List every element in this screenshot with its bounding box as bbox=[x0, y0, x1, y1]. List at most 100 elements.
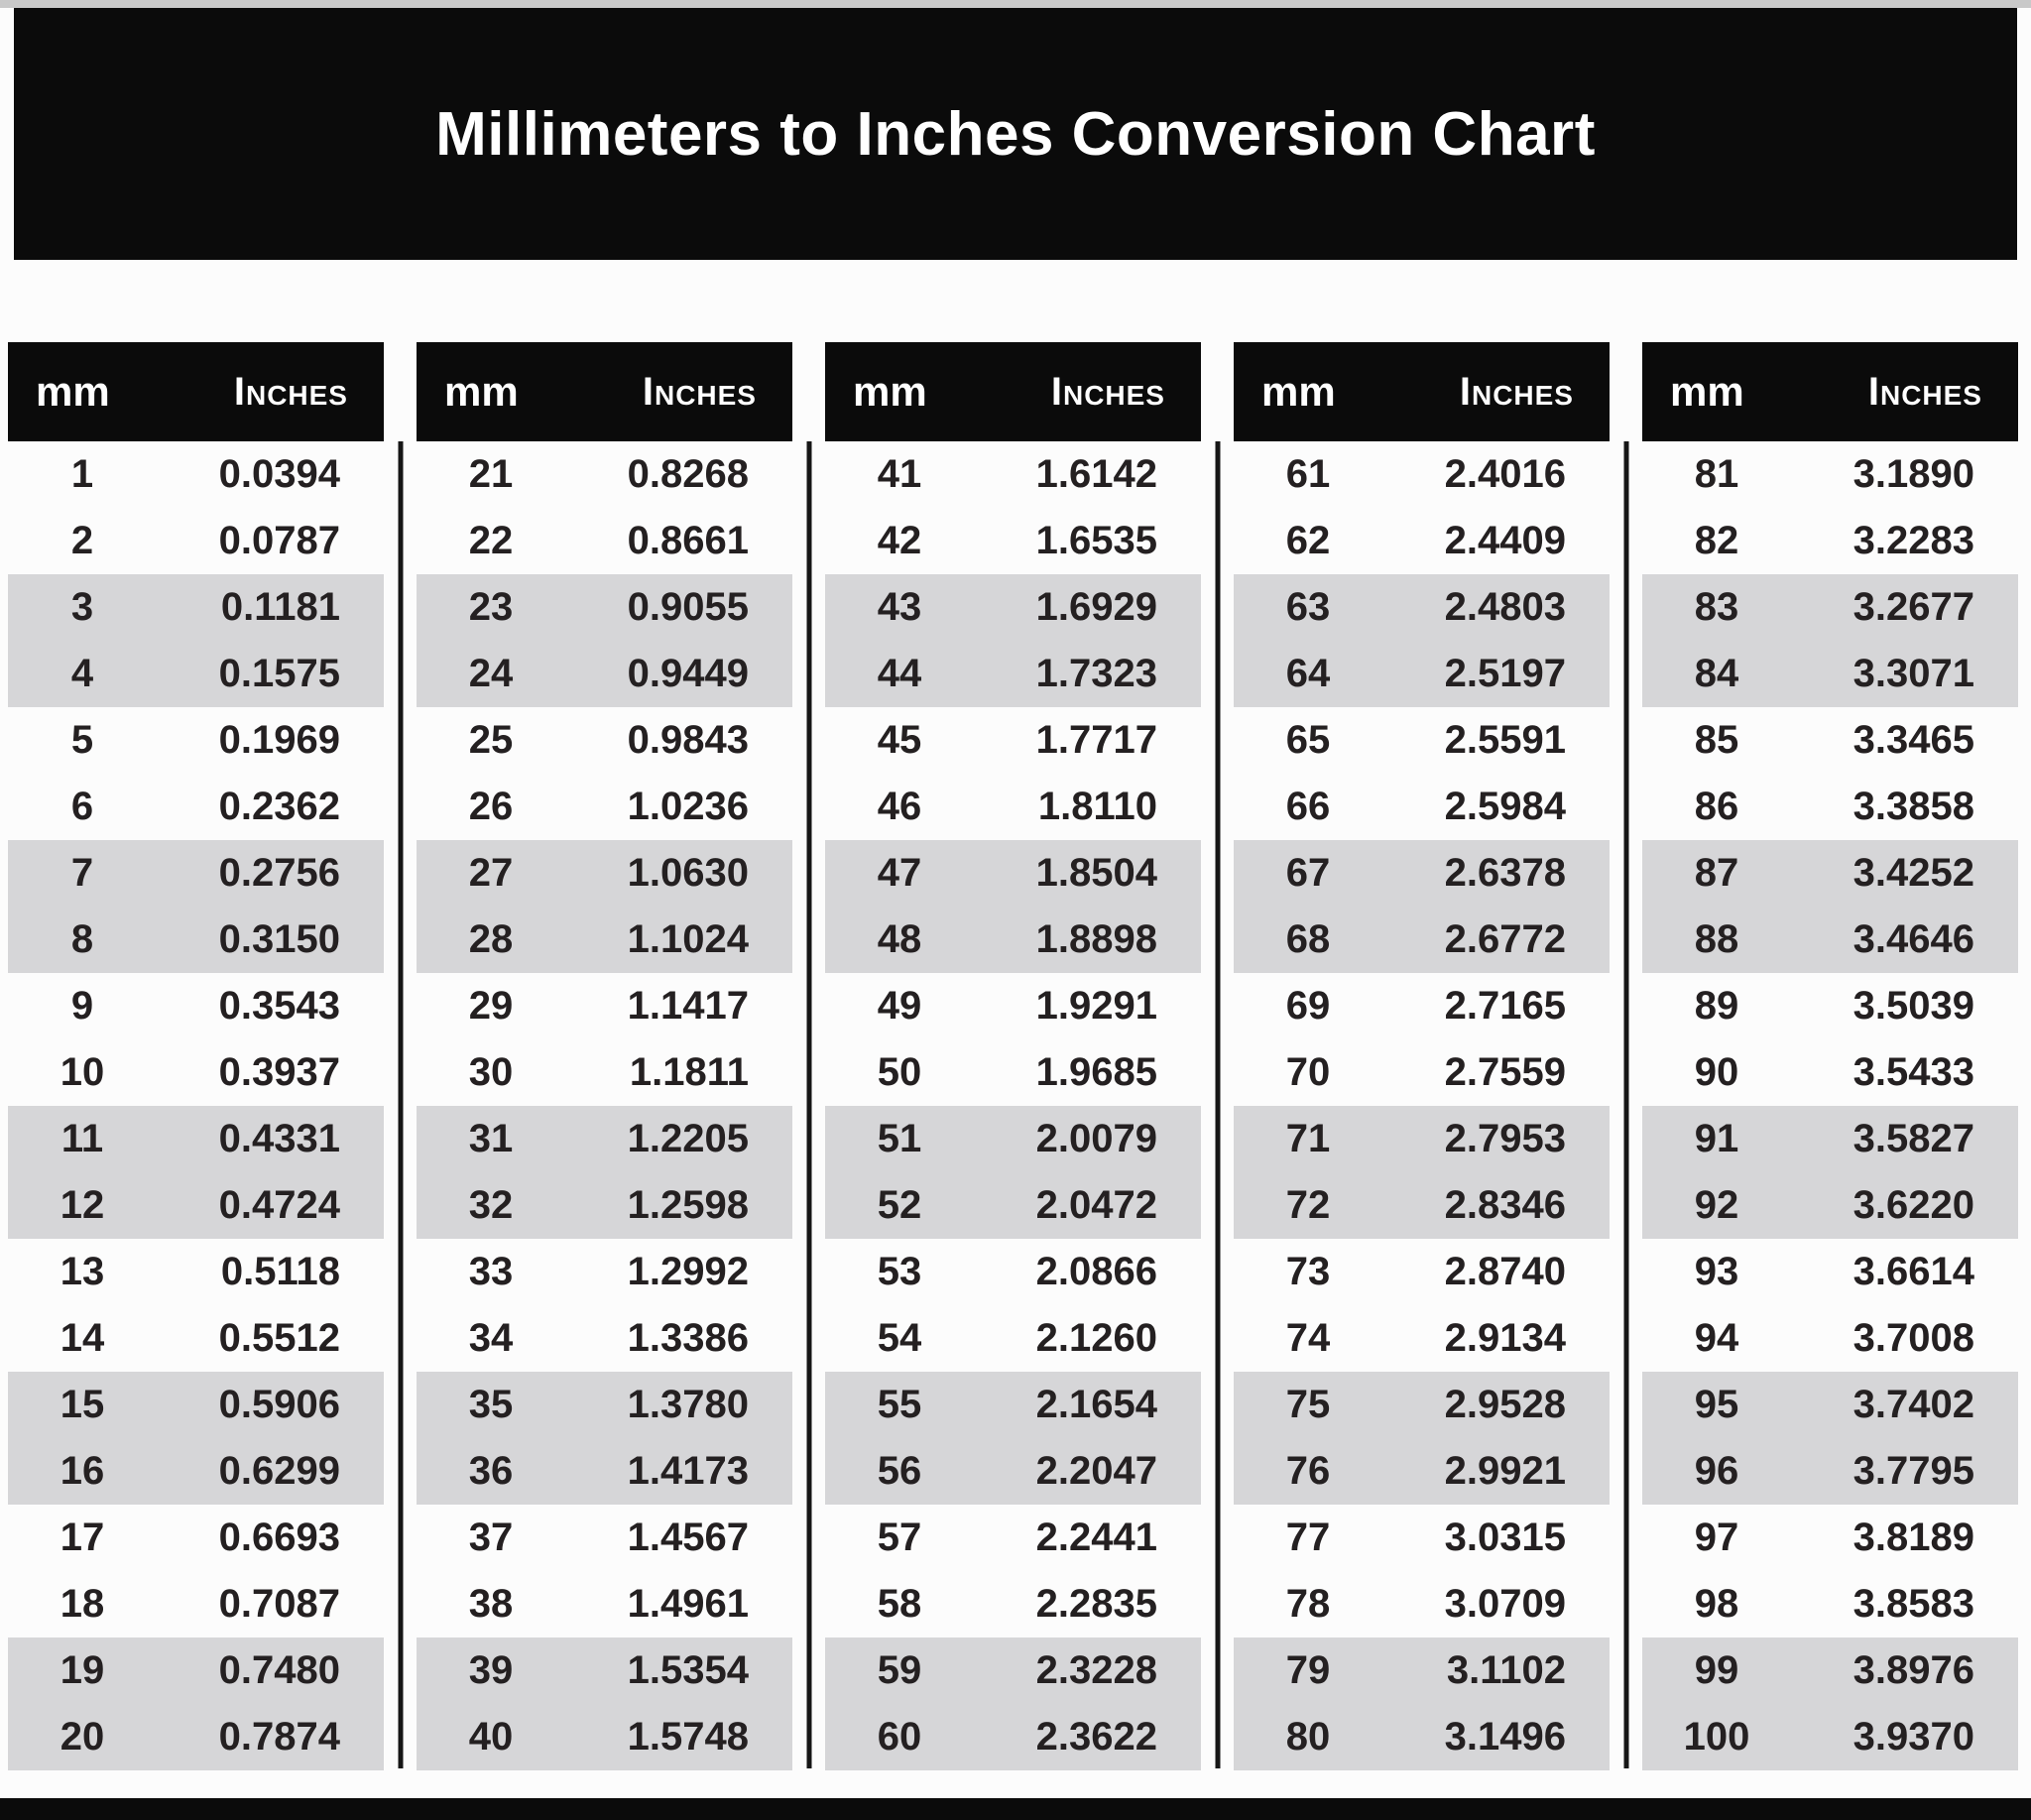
table-row: 57 2.2441 bbox=[825, 1505, 1201, 1571]
mm-value: 46 bbox=[877, 785, 922, 828]
inches-value: 1.4961 bbox=[627, 1582, 749, 1626]
table-row: 96 3.7795 bbox=[1642, 1438, 2018, 1505]
inches-value: 2.6772 bbox=[1444, 917, 1566, 961]
column-group-21-40: mm Inches 21 0.8268 22 0.8661 23 0.9055 24 0.9449… bbox=[417, 342, 792, 1770]
mm-value: 14 bbox=[60, 1316, 105, 1360]
mm-header-label: mm bbox=[1261, 368, 1336, 415]
inches-value: 0.4724 bbox=[218, 1183, 340, 1227]
mm-value: 82 bbox=[1694, 519, 1739, 562]
mm-value: 1 bbox=[70, 452, 94, 496]
table-row: 42 1.6535 bbox=[825, 508, 1201, 574]
table-row: 6 0.2362 bbox=[8, 774, 384, 840]
inches-value: 1.6929 bbox=[1035, 585, 1157, 629]
table-row: 48 1.8898 bbox=[825, 907, 1201, 973]
mm-value: 92 bbox=[1694, 1183, 1739, 1227]
inches-value: 0.1181 bbox=[220, 585, 340, 629]
table-row: 46 1.8110 bbox=[825, 774, 1201, 840]
inches-value: 3.7795 bbox=[1852, 1449, 1974, 1493]
inches-value: 0.0787 bbox=[218, 519, 340, 562]
mm-value: 34 bbox=[468, 1316, 514, 1360]
inches-value: 3.5827 bbox=[1852, 1117, 1974, 1160]
inches-value: 2.9921 bbox=[1444, 1449, 1566, 1493]
mm-value: 58 bbox=[877, 1582, 922, 1626]
table-row: 2 0.0787 bbox=[8, 508, 384, 574]
inches-value: 1.5748 bbox=[627, 1715, 749, 1759]
table-row: 47 1.8504 bbox=[825, 840, 1201, 907]
inches-value: 1.3780 bbox=[627, 1383, 749, 1426]
inches-value: 0.7480 bbox=[218, 1648, 340, 1692]
mm-value: 2 bbox=[70, 519, 94, 562]
table-row: 82 3.2283 bbox=[1642, 508, 2018, 574]
inches-value: 0.9055 bbox=[627, 585, 749, 629]
mm-value: 80 bbox=[1285, 1715, 1331, 1759]
table-row: 28 1.1024 bbox=[417, 907, 792, 973]
page-title: Millimeters to Inches Conversion Chart bbox=[435, 99, 1596, 169]
table-row: 83 3.2677 bbox=[1642, 574, 2018, 641]
table-row: 1 0.0394 bbox=[8, 441, 384, 508]
inches-value: 3.3071 bbox=[1852, 652, 1974, 695]
mm-value: 66 bbox=[1285, 785, 1331, 828]
table-row: 86 3.3858 bbox=[1642, 774, 2018, 840]
inches-value: 2.8740 bbox=[1444, 1250, 1566, 1293]
table-row: 100 3.9370 bbox=[1642, 1704, 2018, 1770]
title-banner: Millimeters to Inches Conversion Chart bbox=[14, 8, 2017, 260]
table-row: 92 3.6220 bbox=[1642, 1172, 2018, 1239]
mm-value: 29 bbox=[468, 984, 514, 1028]
mm-value: 70 bbox=[1285, 1050, 1331, 1094]
table-row: 62 2.4409 bbox=[1234, 508, 1610, 574]
inches-value: 2.5591 bbox=[1444, 718, 1566, 762]
table-row: 22 0.8661 bbox=[417, 508, 792, 574]
table-row: 9 0.3543 bbox=[8, 973, 384, 1039]
inches-value: 1.8898 bbox=[1035, 917, 1157, 961]
inches-value: 0.6299 bbox=[218, 1449, 340, 1493]
table-row: 3 0.1181 bbox=[8, 574, 384, 641]
inches-header-label: Inches bbox=[1867, 369, 1982, 414]
mm-value: 52 bbox=[877, 1183, 922, 1227]
mm-value: 91 bbox=[1694, 1117, 1739, 1160]
inches-value: 3.6220 bbox=[1852, 1183, 1974, 1227]
mm-value: 17 bbox=[60, 1516, 105, 1559]
inches-value: 2.2047 bbox=[1035, 1449, 1157, 1493]
mm-value: 64 bbox=[1285, 652, 1331, 695]
mm-value: 21 bbox=[468, 452, 514, 496]
inches-value: 3.3465 bbox=[1852, 718, 1974, 762]
table-row: 52 2.0472 bbox=[825, 1172, 1201, 1239]
inches-value: 1.6142 bbox=[1035, 452, 1157, 496]
inches-value: 3.9370 bbox=[1852, 1715, 1974, 1759]
table-row: 26 1.0236 bbox=[417, 774, 792, 840]
mm-value: 75 bbox=[1285, 1383, 1331, 1426]
inches-value: 0.9843 bbox=[627, 718, 749, 762]
table-row: 93 3.6614 bbox=[1642, 1239, 2018, 1305]
mm-value: 87 bbox=[1694, 851, 1739, 895]
mm-value: 7 bbox=[70, 851, 94, 895]
inches-value: 0.3937 bbox=[218, 1050, 340, 1094]
inches-header-label: Inches bbox=[642, 369, 757, 414]
inches-value: 1.1811 bbox=[629, 1050, 749, 1094]
inches-value: 3.1102 bbox=[1446, 1648, 1566, 1692]
inches-value: 0.2756 bbox=[218, 851, 340, 895]
table-row: 5 0.1969 bbox=[8, 707, 384, 774]
table-row: 34 1.3386 bbox=[417, 1305, 792, 1372]
column-group-1-20: mm Inches 1 0.0394 2 0.0787 3 0.1181 4 0.1575 5 0.1… bbox=[8, 342, 384, 1770]
table-row: 76 2.9921 bbox=[1234, 1438, 1610, 1505]
mm-value: 99 bbox=[1694, 1648, 1739, 1692]
column-divider bbox=[806, 441, 811, 1768]
table-row: 30 1.1811 bbox=[417, 1039, 792, 1106]
mm-value: 50 bbox=[877, 1050, 922, 1094]
inches-value: 3.6614 bbox=[1852, 1250, 1974, 1293]
table-row: 97 3.8189 bbox=[1642, 1505, 2018, 1571]
mm-value: 16 bbox=[60, 1449, 105, 1493]
inches-value: 1.5354 bbox=[627, 1648, 749, 1692]
mm-value: 83 bbox=[1694, 585, 1739, 629]
column-header: mm Inches bbox=[1234, 342, 1610, 441]
inches-value: 2.4803 bbox=[1444, 585, 1566, 629]
table-row: 19 0.7480 bbox=[8, 1638, 384, 1704]
inches-value: 3.4252 bbox=[1852, 851, 1974, 895]
table-row: 95 3.7402 bbox=[1642, 1372, 2018, 1438]
table-row: 14 0.5512 bbox=[8, 1305, 384, 1372]
mm-value: 3 bbox=[70, 585, 94, 629]
mm-value: 60 bbox=[877, 1715, 922, 1759]
inches-value: 0.2362 bbox=[218, 785, 340, 828]
inches-value: 2.5984 bbox=[1444, 785, 1566, 828]
inches-value: 0.3150 bbox=[218, 917, 340, 961]
